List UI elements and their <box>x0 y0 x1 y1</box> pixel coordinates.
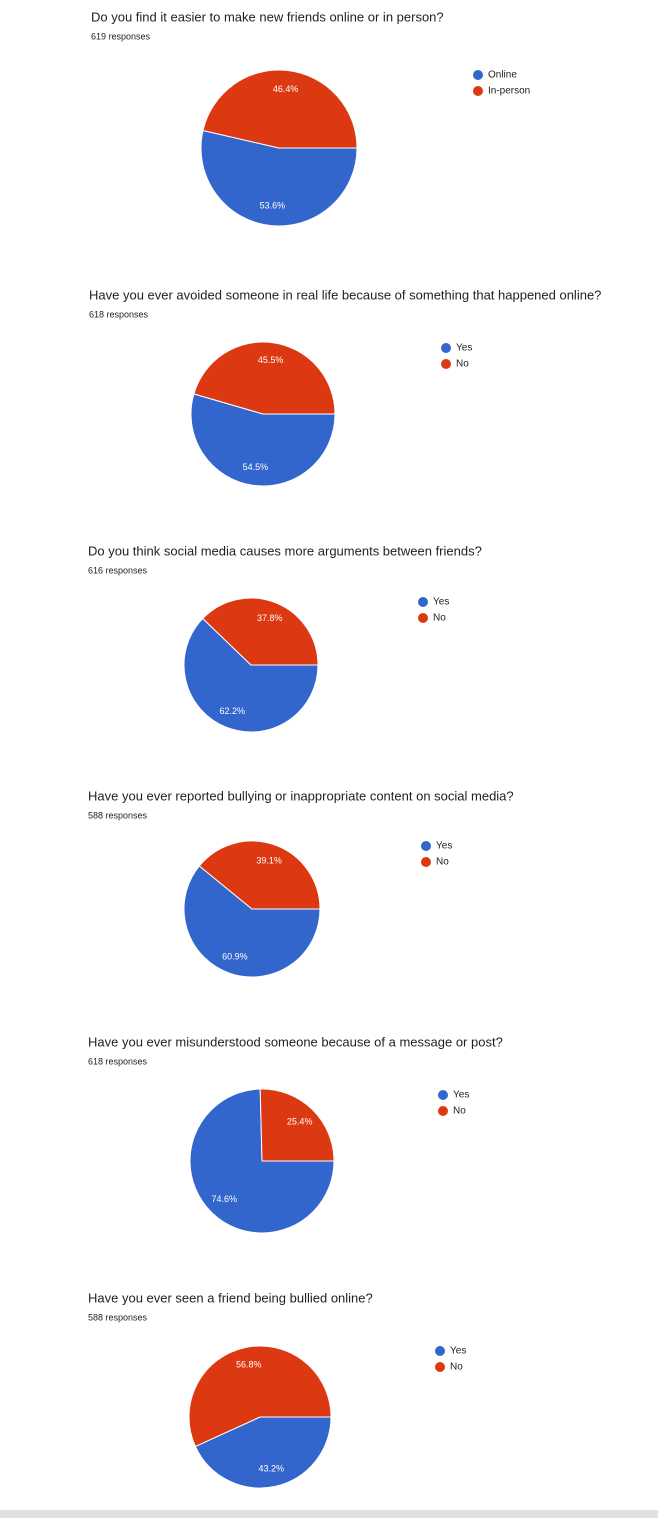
pie-slice <box>183 617 319 733</box>
slice-label: 46.4% <box>273 84 299 94</box>
slice-label: 53.6% <box>260 201 286 211</box>
legend-marker <box>418 613 428 623</box>
pie-slice <box>183 865 321 978</box>
chart-title: Do you find it easier to make new friend… <box>91 9 444 24</box>
response-count: 588 responses <box>88 1312 148 1322</box>
legend-label: Yes <box>450 1346 466 1357</box>
pie-slice <box>202 597 319 666</box>
pie-slice <box>202 69 358 149</box>
chart-title: Do you think social media causes more ar… <box>88 543 482 558</box>
legend-marker <box>438 1106 448 1116</box>
slice-label: 60.9% <box>222 951 248 961</box>
legend-marker <box>441 343 451 353</box>
slice-label: 39.1% <box>256 855 282 865</box>
chart-title: Have you ever seen a friend being bullie… <box>88 1290 373 1305</box>
slice-label: 56.8% <box>236 1359 262 1369</box>
slice-label: 43.2% <box>259 1463 285 1473</box>
slice-label: 74.6% <box>212 1194 238 1204</box>
legend-marker <box>441 359 451 369</box>
pie-slice <box>198 840 321 910</box>
legend-marker <box>435 1346 445 1356</box>
chart-title: Have you ever misunderstood someone beca… <box>88 1034 503 1049</box>
response-count: 588 responses <box>88 810 148 820</box>
pie-slice <box>190 393 336 487</box>
pie-slice <box>194 1416 332 1489</box>
legend-marker <box>473 70 483 80</box>
slice-label: 54.5% <box>243 462 269 472</box>
slice-label: 25.4% <box>287 1117 313 1127</box>
slice-label: 45.5% <box>258 355 284 365</box>
legend-marker <box>421 841 431 851</box>
response-count: 619 responses <box>91 31 151 41</box>
legend-label: In-person <box>488 86 530 97</box>
legend-marker <box>438 1090 448 1100</box>
legend-marker <box>418 597 428 607</box>
response-count: 616 responses <box>88 565 148 575</box>
pie-slice <box>200 129 358 227</box>
slice-label: 37.8% <box>257 613 283 623</box>
response-count: 618 responses <box>88 1056 148 1066</box>
legend-label: No <box>436 857 449 868</box>
legend-marker <box>435 1362 445 1372</box>
pie-slice <box>188 1345 332 1448</box>
legend-label: Yes <box>453 1090 469 1101</box>
pie-slice <box>193 341 336 415</box>
legend-marker <box>421 857 431 867</box>
chart-title: Have you ever reported bullying or inapp… <box>88 788 514 803</box>
legend-label: Yes <box>433 597 449 608</box>
legend-label: No <box>450 1362 463 1373</box>
legend-label: Online <box>488 70 517 81</box>
chart-title: Have you ever avoided someone in real li… <box>89 287 601 302</box>
legend-label: Yes <box>436 841 452 852</box>
legend-label: No <box>433 613 446 624</box>
legend-label: No <box>456 359 469 370</box>
bottom-bar <box>0 1510 658 1518</box>
response-count: 618 responses <box>89 309 149 319</box>
legend-label: No <box>453 1106 466 1117</box>
legend-label: Yes <box>456 343 472 354</box>
pie-slice <box>259 1088 335 1162</box>
legend-marker <box>473 86 483 96</box>
slice-label: 62.2% <box>219 706 245 716</box>
